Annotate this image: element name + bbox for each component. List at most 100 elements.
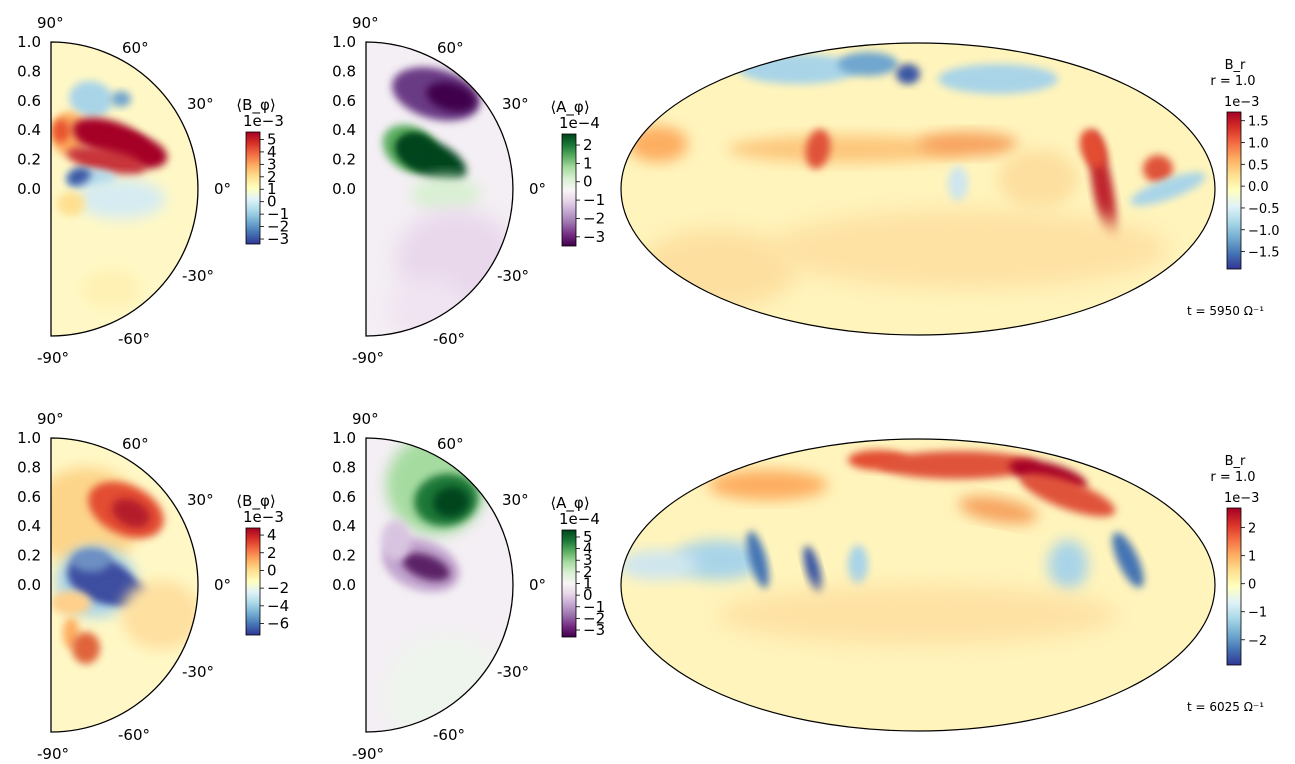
lat-label-90: 90° <box>37 410 64 428</box>
meridional-bphi-panel: 1.0 0.8 0.6 0.4 0.2 0.0 90° -90° 60° 30° 0° -30° -60… <box>17 14 289 367</box>
lat-label-60: 60° <box>437 435 464 453</box>
lat-label-neg60: -60° <box>433 330 465 348</box>
colorbar-tick-label: −1 <box>583 191 605 209</box>
colorbar <box>245 131 261 245</box>
figure-row: 1.00.80.60.40.20.090°-90°60°30°0°-30°-60… <box>17 14 1279 367</box>
radius-tick-label: 0.0 <box>332 180 356 198</box>
field-patch <box>1020 473 1116 517</box>
field-patch <box>81 269 141 309</box>
radius-tick-label: 0.2 <box>17 151 41 169</box>
field-patch <box>67 167 91 187</box>
slice-outline <box>50 41 199 337</box>
colorbar-tick-label: 2 <box>1248 522 1256 537</box>
radius-tick-label: 0.0 <box>17 180 41 198</box>
colorbar-exponent: 1e−4 <box>559 114 600 132</box>
colorbar-label: ⟨B_φ⟩ <box>236 492 275 511</box>
field-patch <box>426 82 476 112</box>
colorbar <box>561 133 577 247</box>
field-patch <box>433 486 469 518</box>
colorbar-tick-label: −1 <box>1248 606 1267 621</box>
radius-tick-label: 1.0 <box>17 33 41 51</box>
field-patch <box>381 520 411 560</box>
colorbar-tick-label: −1 <box>267 205 289 223</box>
map-outline <box>620 438 1216 732</box>
field-patch <box>838 52 898 76</box>
field-patch <box>728 135 968 163</box>
colorbar-tick-label: 1 <box>267 180 277 198</box>
colorbar-label: ⟨A_φ⟩ <box>550 98 589 117</box>
colorbar-tick-label: −1.5 <box>1248 246 1280 261</box>
lat-label-30: 30° <box>187 491 214 509</box>
field-patch <box>51 591 91 615</box>
lat-label-90: 90° <box>37 14 64 32</box>
colorbar-tick-label: −1 <box>583 598 605 616</box>
slice-outline <box>365 41 514 337</box>
field-patch <box>738 54 858 84</box>
colorbar-tick-label: 3 <box>267 155 277 173</box>
field-patch <box>111 91 131 107</box>
colorbar-tick-label: 1.0 <box>1248 137 1269 152</box>
colorbar-exponent: 1e−3 <box>1224 491 1259 506</box>
meridional-aphi-panel: 1.0 0.8 0.6 0.4 0.2 0.0 90° -90° 60° 30° 0° -30° -60… <box>332 410 605 763</box>
lat-label-neg30: -30° <box>497 663 529 681</box>
radius-tick-label: 0.4 <box>332 517 356 535</box>
lat-label-90: 90° <box>352 14 379 32</box>
lat-label-0: 0° <box>214 180 231 198</box>
colorbar-tick-label: 2 <box>267 544 277 562</box>
colorbar-tick-label: 0.0 <box>1248 180 1269 195</box>
field-patch <box>768 209 1168 289</box>
colorbar-tick-label: −3 <box>583 228 605 246</box>
radius-tick-label: 1.0 <box>332 33 356 51</box>
time-label: t = 6025 Ω⁻¹ <box>1187 700 1264 714</box>
colorbar-exponent: 1e−3 <box>243 112 284 130</box>
field-patch <box>66 146 146 176</box>
radius-tick-label: 0.4 <box>17 121 41 139</box>
field-patch <box>708 470 828 500</box>
lat-label-neg60: -60° <box>433 726 465 744</box>
slice-field <box>366 438 513 732</box>
field-patch <box>1048 540 1088 590</box>
lat-label-neg90: -90° <box>352 349 384 367</box>
map-title: B_r <box>1225 58 1246 73</box>
colorbar-tick-label: 5 <box>583 528 593 546</box>
radius-tick-label: 0.8 <box>332 458 356 476</box>
lat-label-neg60: -60° <box>118 726 150 744</box>
radius-tick-label: 0.6 <box>332 488 356 506</box>
colorbar-tick-label: 2 <box>583 136 593 154</box>
field-patch <box>411 176 481 212</box>
field-patch <box>747 530 769 590</box>
field-patch <box>718 585 1118 645</box>
lat-label-neg90: -90° <box>37 745 69 763</box>
lat-label-0: 0° <box>214 576 231 594</box>
colorbar <box>1226 111 1242 270</box>
slice-field <box>366 42 513 336</box>
lat-label-60: 60° <box>122 435 149 453</box>
colorbar-tick-label: 0 <box>267 193 277 211</box>
colorbar-tick-label: −3 <box>583 621 605 639</box>
colorbar-label: ⟨A_φ⟩ <box>550 494 589 513</box>
colorbar <box>561 529 577 638</box>
colorbar-tick-label: −4 <box>267 597 289 615</box>
lat-label-30: 30° <box>187 95 214 113</box>
lat-label-neg90: -90° <box>352 745 384 763</box>
meridional-bphi-panel: 1.0 0.8 0.6 0.4 0.2 0.0 90° -90° 60° 30° 0° -30° -60… <box>17 410 289 763</box>
lat-label-neg30: -30° <box>182 267 214 285</box>
field-patch <box>878 451 1038 479</box>
radius-tick-label: 0.8 <box>17 62 41 80</box>
colorbar-tick-label: 4 <box>583 540 593 558</box>
figure-row: 1.00.80.60.40.20.090°-90°60°30°0°-30°-60… <box>17 410 1267 763</box>
radius-tick-label: 0.2 <box>332 547 356 565</box>
colorbar-tick-label: −2 <box>267 579 289 597</box>
radius-tick-label: 0.6 <box>17 488 41 506</box>
field-patch <box>998 149 1078 209</box>
field-patch <box>948 166 968 202</box>
map-field <box>621 43 1215 335</box>
colorbar-tick-label: 0 <box>583 586 593 604</box>
colorbar-tick-label: 3 <box>583 551 593 569</box>
colorbar-exponent: 1e−3 <box>243 508 284 526</box>
field-patch <box>621 550 698 580</box>
field-patch <box>958 496 1038 524</box>
radius-tick-label: 0.2 <box>332 151 356 169</box>
map-field <box>621 439 1215 731</box>
